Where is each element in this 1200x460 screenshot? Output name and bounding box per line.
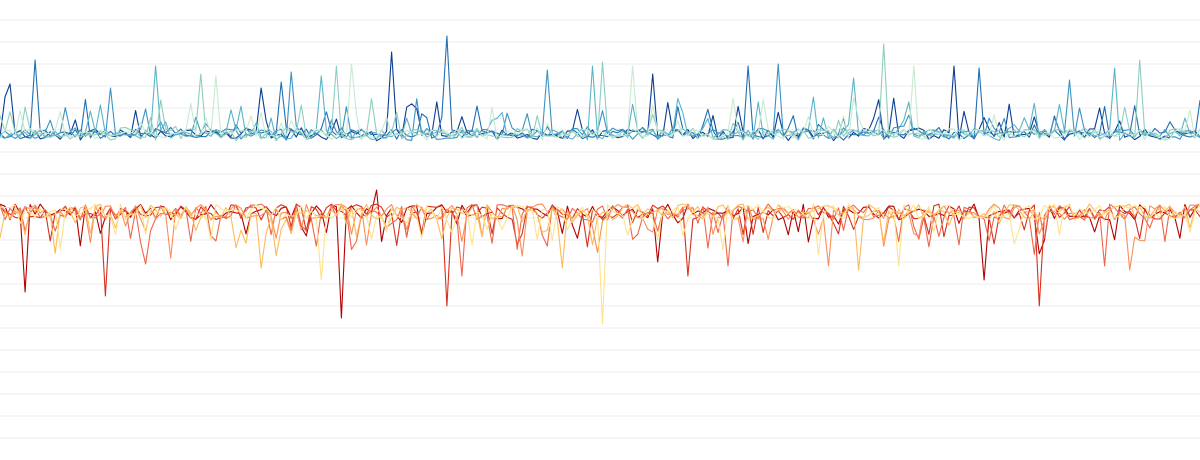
cool-band-series-2 bbox=[0, 35, 1200, 141]
cool-band-series-6 bbox=[0, 63, 1200, 141]
cool-band-series-3 bbox=[0, 63, 1200, 141]
gridlines bbox=[0, 19, 1200, 439]
cool-band-series-5 bbox=[0, 43, 1200, 142]
warm-band-series-2 bbox=[0, 203, 1200, 307]
cool-band-series-4 bbox=[0, 65, 1200, 141]
warm-band-series-6 bbox=[0, 203, 1200, 325]
series-group bbox=[0, 35, 1200, 325]
warm-band-series-4 bbox=[0, 203, 1200, 271]
warm-band-series-5 bbox=[0, 203, 1200, 271]
warm-band-series-1 bbox=[0, 189, 1200, 319]
